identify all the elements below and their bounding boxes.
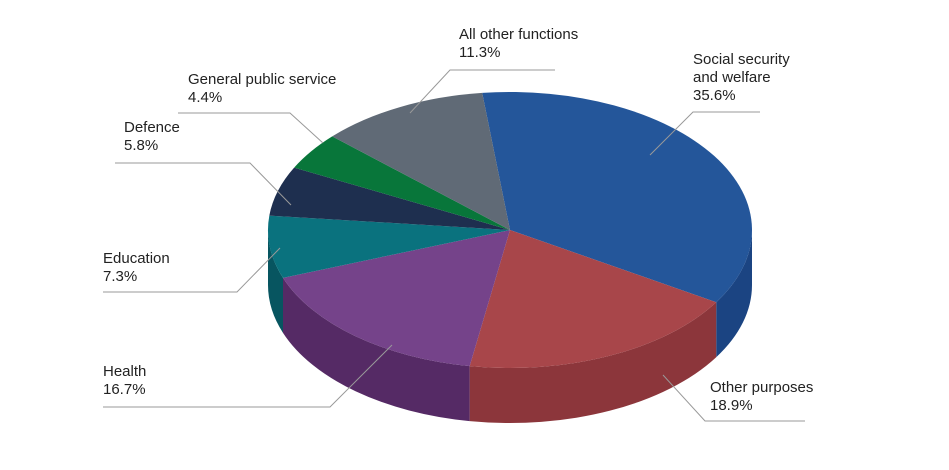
pie-slice-6	[332, 92, 510, 231]
pie-slice-0	[482, 91, 752, 303]
slice-value-label: 16.7%	[103, 381, 146, 398]
leader-line-0	[649, 111, 760, 156]
pie-side-2	[283, 277, 470, 422]
slice-label-name: All other functions	[459, 26, 579, 43]
slice-label: Other purposes 18.9%	[710, 379, 813, 415]
slice-label: All other functions 11.3%	[459, 26, 578, 62]
pie-slice-2	[283, 230, 510, 367]
pie-slice-4	[269, 167, 510, 230]
pie-side-0	[716, 230, 752, 358]
slice-label: Defence 5.8%	[124, 119, 180, 155]
slice-label-name: Health	[103, 363, 147, 380]
leader-line-1	[662, 374, 805, 422]
slice-value-label: 4.4%	[188, 89, 223, 106]
pie-side-1	[469, 302, 717, 423]
leader-line-6	[409, 69, 555, 114]
pie-slice-5	[294, 136, 510, 230]
slice-label-name: General public service	[188, 71, 337, 88]
slice-label-name: Social security	[693, 51, 790, 68]
slice-label: Health 16.7%	[103, 363, 146, 399]
pie-slice-1	[469, 230, 717, 368]
slice-value-label: 5.8%	[124, 137, 159, 154]
slice-value-label: 11.3%	[459, 44, 501, 61]
slice-label-name: and welfare	[693, 69, 771, 86]
slice-label: Social security and welfare 35.6%	[693, 51, 790, 105]
slice-value-label: 35.6%	[693, 87, 736, 104]
slice-label-name: Other purposes	[710, 379, 814, 396]
slice-label: General public service 4.4%	[188, 71, 336, 107]
slice-value-label: 7.3%	[103, 268, 138, 285]
leader-line-3	[103, 247, 281, 293]
slice-label-name: Defence	[124, 119, 180, 136]
leader-line-2	[103, 344, 393, 408]
pie-side-3	[268, 230, 284, 333]
pie-slice-3	[268, 215, 510, 278]
slice-label-name: Education	[103, 250, 170, 267]
leader-line-4	[115, 162, 292, 206]
leader-line-5	[178, 112, 324, 144]
slice-label: Education 7.3%	[103, 250, 170, 286]
slice-value-label: 18.9%	[710, 397, 753, 414]
